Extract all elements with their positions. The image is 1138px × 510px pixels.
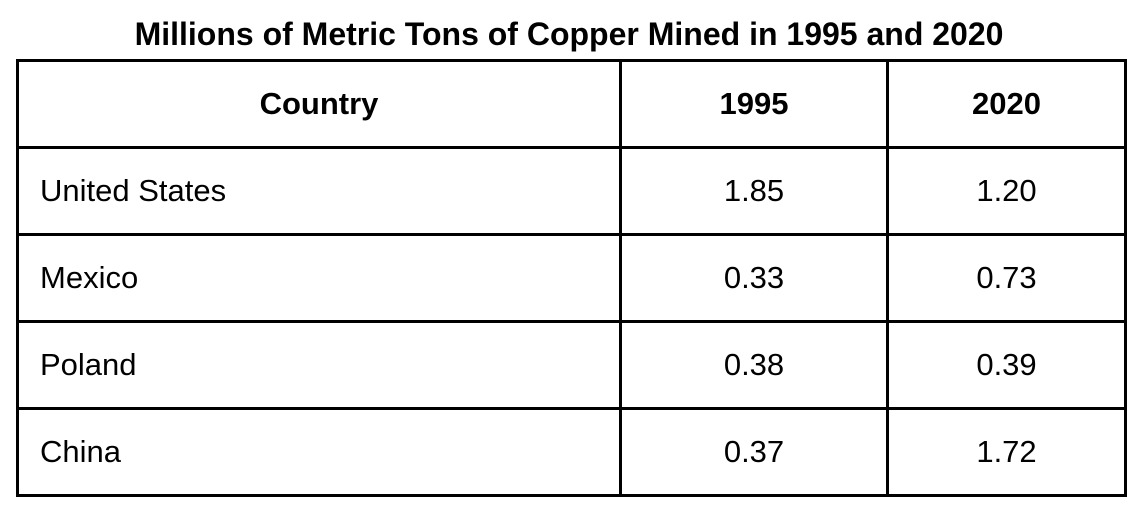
value-cell: 0.37 xyxy=(619,407,889,497)
table-row: Mexico 0.33 0.73 xyxy=(16,233,1127,323)
table-title: Millions of Metric Tons of Copper Mined … xyxy=(134,16,1004,52)
table-row: China 0.37 1.72 xyxy=(16,407,1127,497)
header-row: Country 1995 2020 xyxy=(16,59,1127,149)
table-head: Country 1995 2020 xyxy=(16,59,1127,149)
table-body: United States 1.85 1.20 Mexico 0.33 0.73 Polan… xyxy=(16,146,1127,497)
header-cell: 1995 xyxy=(619,59,889,149)
value-cell: 1.85 xyxy=(619,146,889,236)
data-table: Country 1995 2020 United States 1.85 1.20 Mex… xyxy=(16,59,1127,497)
country-cell: United States xyxy=(16,146,622,236)
table-row: Poland 0.38 0.39 xyxy=(16,320,1127,410)
value-cell: 0.73 xyxy=(886,233,1127,323)
value-cell: 1.20 xyxy=(886,146,1127,236)
country-cell: China xyxy=(16,407,622,497)
header-cell: Country xyxy=(16,59,622,149)
value-cell: 0.38 xyxy=(619,320,889,410)
country-cell: Mexico xyxy=(16,233,622,323)
value-cell: 1.72 xyxy=(886,407,1127,497)
header-cell: 2020 xyxy=(886,59,1127,149)
value-cell: 0.39 xyxy=(886,320,1127,410)
table-row: United States 1.85 1.20 xyxy=(16,146,1127,236)
country-cell: Poland xyxy=(16,320,622,410)
value-cell: 0.33 xyxy=(619,233,889,323)
